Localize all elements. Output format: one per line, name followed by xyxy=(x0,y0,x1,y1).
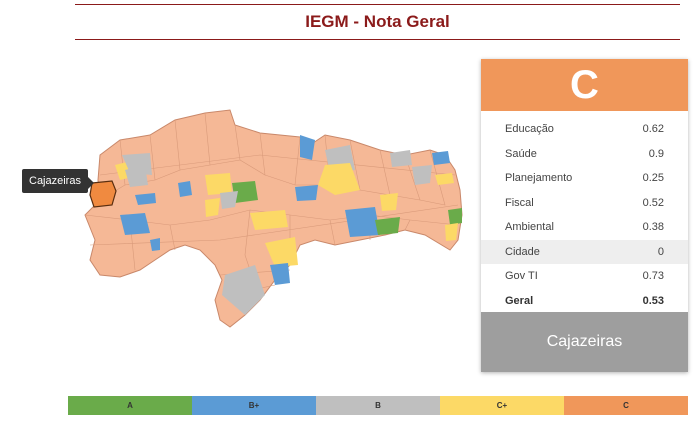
score-value: 0.25 xyxy=(642,172,664,185)
score-label: Planejamento xyxy=(505,172,573,185)
municipality-highlights xyxy=(115,135,462,315)
state-map[interactable] xyxy=(60,95,470,335)
map-tooltip: Cajazeiras xyxy=(22,169,94,193)
score-row-fiscal: Fiscal 0.52 xyxy=(481,191,688,216)
score-label: Cidade xyxy=(505,245,540,258)
score-label: Gov TI xyxy=(505,270,538,283)
score-value: 0.73 xyxy=(642,270,664,283)
score-label: Educação xyxy=(505,123,554,136)
legend-item-c: C xyxy=(564,396,688,415)
score-value: 0.38 xyxy=(642,221,664,234)
header: IEGM - Nota Geral xyxy=(75,4,680,40)
grade-letter: C xyxy=(570,62,599,107)
selected-municipality[interactable] xyxy=(89,180,117,208)
score-row-geral: Geral 0.53 xyxy=(481,289,688,314)
score-row-cidade: Cidade 0 xyxy=(481,239,688,264)
score-value: 0 xyxy=(657,245,664,258)
legend-item-b-plus: B+ xyxy=(192,396,316,415)
page-title: IEGM - Nota Geral xyxy=(305,12,450,31)
score-list: Educação 0.62 Saúde 0.9 Planejamento 0.2… xyxy=(481,111,688,313)
municipality-name-box: Cajazeiras xyxy=(481,312,688,372)
score-value: 0.9 xyxy=(648,147,664,160)
legend-item-b: B xyxy=(316,396,440,415)
score-row-educacao: Educação 0.62 xyxy=(481,117,688,142)
map-svg[interactable] xyxy=(60,95,470,335)
score-label: Saúde xyxy=(505,147,537,160)
score-row-planejamento: Planejamento 0.25 xyxy=(481,166,688,191)
score-value: 0.53 xyxy=(642,294,664,307)
legend-item-a: A xyxy=(68,396,192,415)
score-label: Geral xyxy=(505,294,534,307)
score-card: C Educação 0.62 Saúde 0.9 Planejamento 0… xyxy=(481,59,688,372)
grade-header: C xyxy=(481,59,688,111)
score-label: Ambiental xyxy=(505,221,554,234)
grade-legend: A B+ B C+ C xyxy=(68,396,688,415)
score-row-gov-ti: Gov TI 0.73 xyxy=(481,264,688,289)
score-row-saude: Saúde 0.9 xyxy=(481,142,688,167)
legend-item-c-plus: C+ xyxy=(440,396,564,415)
score-value: 0.52 xyxy=(642,196,664,209)
score-value: 0.62 xyxy=(642,123,664,136)
municipality-name: Cajazeiras xyxy=(546,333,623,350)
score-row-ambiental: Ambiental 0.38 xyxy=(481,215,688,240)
score-label: Fiscal xyxy=(505,196,534,209)
